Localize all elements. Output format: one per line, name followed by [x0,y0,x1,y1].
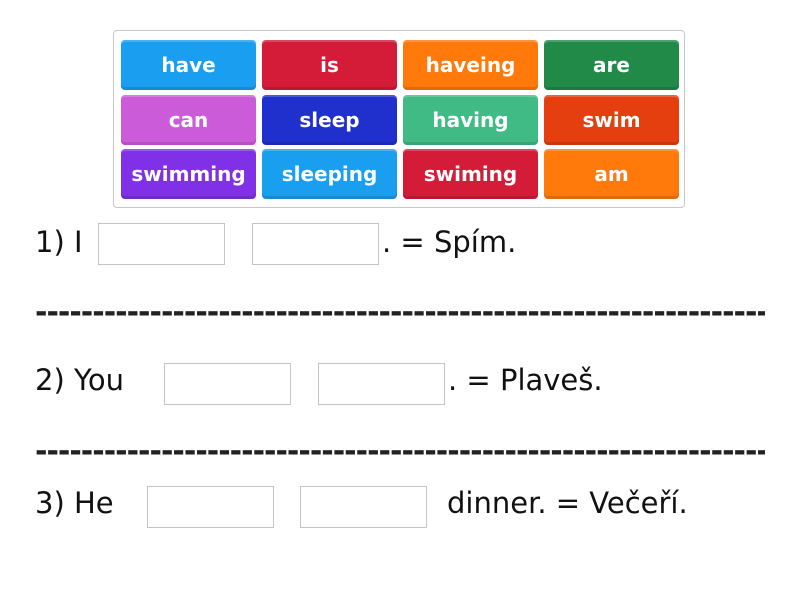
word-bank: have is haveing are can sleep having swim swimmi… [113,30,685,208]
word-tile-am[interactable]: am [544,149,679,199]
sentence-2-suffix: . = Plaveš. [448,363,603,397]
word-tile-can[interactable]: can [121,94,256,145]
word-tile-sleep[interactable]: sleep [262,94,397,145]
sentence-2-blank-2[interactable] [318,363,445,405]
word-tile-having[interactable]: having [403,94,538,145]
sentence-3-suffix: dinner. = Večeří. [447,486,688,520]
word-tile-haveing[interactable]: haveing [403,40,538,90]
separator-2: ----------------------------------------… [35,442,765,462]
sentence-1-blank-1[interactable] [98,223,225,265]
word-tile-swim[interactable]: swim [544,94,679,145]
word-tile-is[interactable]: is [262,40,397,90]
word-tile-swiming[interactable]: swiming [403,149,538,199]
word-tile-sleeping[interactable]: sleeping [262,149,397,199]
sentence-1-suffix: . = Spím. [382,225,517,259]
sentence-1-blank-2[interactable] [252,223,379,265]
sentence-3-blank-2[interactable] [300,486,427,528]
sentence-3-prefix: 3) He [35,486,114,520]
sentence-2-blank-1[interactable] [164,363,291,405]
sentence-3-blank-1[interactable] [147,486,274,528]
sentence-1-prefix: 1) I [35,225,83,259]
sentence-2-prefix: 2) You [35,363,124,397]
separator-1: ----------------------------------------… [35,303,765,323]
word-tile-swimming[interactable]: swimming [121,149,256,199]
word-tile-have[interactable]: have [121,40,256,90]
word-tile-are[interactable]: are [544,40,679,90]
